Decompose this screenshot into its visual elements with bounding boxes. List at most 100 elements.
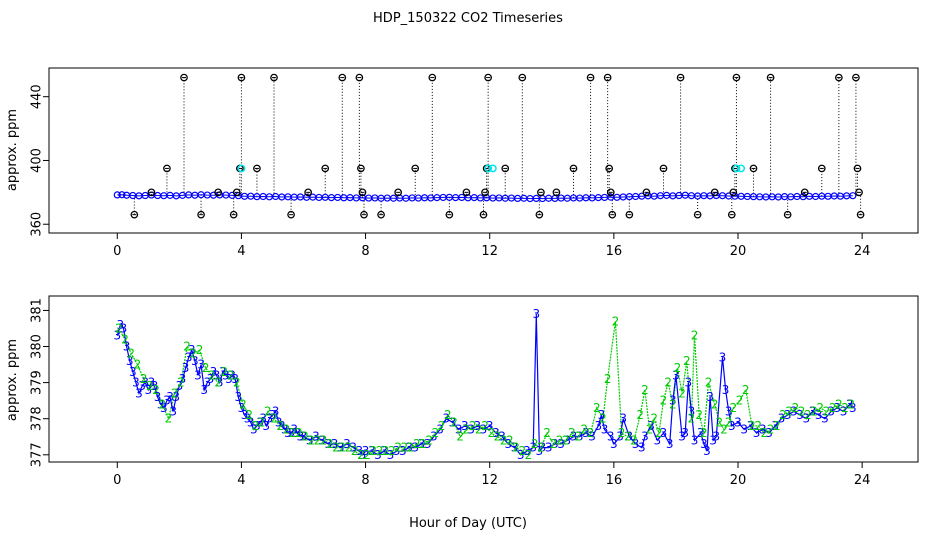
point-marker-2: 2 — [494, 430, 502, 444]
point-marker-2: 2 — [525, 448, 533, 462]
point-marker-2: 2 — [283, 423, 291, 437]
flagged-point — [732, 164, 741, 173]
point-marker-3: 3 — [269, 408, 277, 422]
outlier-point — [729, 188, 738, 197]
baseline-point — [849, 192, 857, 200]
point-marker-2: 2 — [711, 397, 719, 411]
bottom-y-axis-label: approx. ppm — [5, 339, 20, 421]
point-marker-2: 2 — [394, 441, 402, 455]
outlier-point — [693, 210, 702, 219]
point-marker-2: 2 — [730, 401, 738, 415]
point-marker-2: 2 — [655, 426, 663, 440]
point-marker-3: 3 — [725, 404, 733, 418]
point-marker-2: 2 — [835, 397, 843, 411]
top-x-tick-label: 4 — [237, 244, 245, 259]
outlier-point — [445, 210, 454, 219]
bottom-panel: 3333333333333333333333333333333333333333… — [5, 295, 919, 488]
point-marker-2: 2 — [593, 401, 601, 415]
point-marker-2: 2 — [641, 383, 649, 397]
outlier-point — [229, 210, 238, 219]
top-y-tick-label: 360 — [30, 212, 45, 237]
point-marker-2: 2 — [660, 394, 668, 408]
outlier-point — [535, 210, 544, 219]
flagged-point — [737, 164, 746, 173]
point-marker-3: 3 — [203, 376, 211, 390]
outlier-point — [835, 73, 843, 82]
point-marker-2: 2 — [816, 401, 824, 415]
point-marker-3: 3 — [343, 437, 351, 451]
point-marker-2: 2 — [351, 444, 359, 458]
outlier-point — [710, 188, 719, 197]
point-marker-3: 3 — [325, 437, 333, 451]
outlier-point — [642, 188, 651, 197]
outlier-point — [428, 73, 437, 82]
point-marker-3: 3 — [318, 433, 326, 447]
point-marker-3: 3 — [144, 383, 152, 397]
point-marker-3: 3 — [256, 415, 264, 429]
baseline-point — [118, 191, 126, 199]
point-marker-3: 3 — [430, 430, 438, 444]
outlier-point — [727, 210, 736, 219]
point-marker-3: 3 — [356, 444, 364, 458]
point-marker-3: 3 — [393, 444, 401, 458]
outlier-point — [855, 188, 863, 197]
point-marker-2: 2 — [314, 433, 322, 447]
point-marker-2: 2 — [725, 415, 733, 429]
point-marker-2: 2 — [531, 437, 539, 451]
bottom-y-tick-label: 378 — [30, 406, 45, 431]
outlier-point — [586, 73, 595, 82]
point-marker-3: 3 — [135, 386, 143, 400]
point-marker-2: 2 — [705, 376, 713, 390]
point-marker-2: 2 — [258, 415, 266, 429]
bottom-x-tick-label: 4 — [237, 473, 245, 488]
point-marker-2: 2 — [716, 415, 724, 429]
point-marker-2: 2 — [202, 361, 210, 375]
outlier-point — [237, 73, 246, 82]
outlier-point — [603, 73, 612, 82]
point-marker-3: 3 — [418, 437, 426, 451]
top-x-tick-label: 20 — [730, 244, 747, 259]
point-marker-2: 2 — [512, 441, 520, 455]
outlier-point — [253, 164, 261, 173]
point-marker-3: 3 — [374, 448, 382, 462]
point-marker-2: 2 — [221, 365, 229, 379]
point-marker-3: 3 — [172, 390, 180, 404]
point-marker-3: 3 — [126, 354, 134, 368]
point-marker-2: 2 — [804, 408, 812, 422]
point-marker-3: 3 — [272, 404, 280, 418]
point-marker-2: 2 — [196, 343, 204, 357]
point-marker-3: 3 — [712, 430, 720, 444]
outlier-point — [552, 188, 561, 197]
point-marker-3: 3 — [688, 404, 696, 418]
point-marker-2: 2 — [612, 314, 620, 328]
point-marker-2: 2 — [158, 397, 166, 411]
point-marker-3: 3 — [234, 390, 242, 404]
point-marker-2: 2 — [233, 376, 241, 390]
point-marker-3: 3 — [557, 437, 565, 451]
point-marker-3: 3 — [253, 419, 261, 433]
point-marker-3: 3 — [703, 444, 711, 458]
point-marker-3: 3 — [244, 412, 252, 426]
bottom-y-axis: 377 378 379 380 381 — [30, 298, 49, 467]
point-marker-3: 3 — [691, 433, 699, 447]
point-marker-3: 3 — [616, 430, 624, 444]
point-marker-3: 3 — [359, 448, 367, 462]
flagged-point — [484, 164, 493, 173]
point-marker-3: 3 — [154, 390, 162, 404]
outlier-point — [518, 73, 527, 82]
point-marker-3: 3 — [722, 383, 730, 397]
point-marker-2: 2 — [301, 430, 309, 444]
point-marker-2: 2 — [518, 444, 526, 458]
bottom-plot-frame — [48, 295, 919, 463]
point-marker-2: 2 — [543, 426, 551, 440]
outlier-point — [608, 210, 617, 219]
point-marker-3: 3 — [827, 404, 835, 418]
point-marker-3: 3 — [300, 430, 308, 444]
point-marker-2: 2 — [388, 444, 396, 458]
outlier-point — [355, 73, 364, 82]
point-marker-2: 2 — [742, 383, 750, 397]
top-x-tick-label: 0 — [113, 244, 121, 259]
point-marker-2: 2 — [691, 329, 699, 343]
outlier-point — [163, 164, 171, 173]
point-marker-2: 2 — [264, 404, 272, 418]
